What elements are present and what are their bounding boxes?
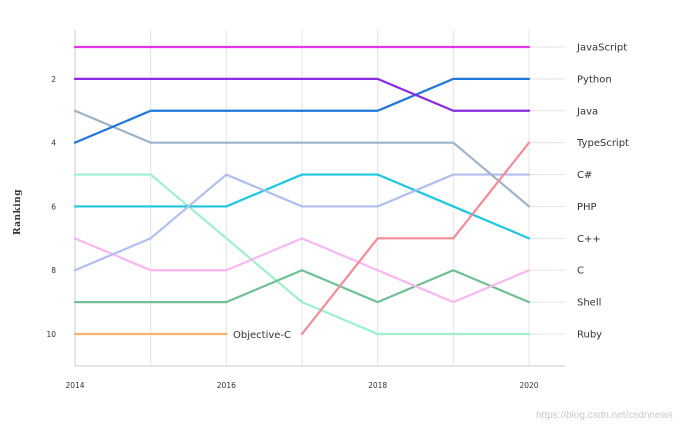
x-tick-label: 2018 [368,381,387,390]
y-tick-label: 10 [46,330,56,339]
right-label: Shell [577,298,601,309]
y-tick-label: 4 [51,139,56,148]
axes [74,30,565,367]
watermark: https://blog.csdn.net/csdnnews [536,410,673,421]
y-tick-label: 2 [51,75,56,84]
right-label: TypeScript [576,138,629,149]
x-tick-label: 2016 [217,381,236,390]
series-line-c- [73,173,531,240]
right-label: Ruby [577,330,602,341]
right-label: C [577,266,584,277]
right-label: Python [577,74,612,85]
objective-c-annotation: Objective-C [233,330,291,341]
grid [74,30,565,366]
series-line-typescript [300,141,531,336]
series-line-java [73,77,531,144]
right-label: JavaScript [576,43,627,54]
right-label: PHP [577,202,597,213]
series-line-ruby [73,173,531,336]
series-line-php [73,173,531,272]
y-axis-label: Ranking [13,189,23,235]
y-tick-label: 6 [51,202,56,211]
series [73,45,531,336]
x-tick-label: 2020 [519,381,538,390]
y-tick-label: 8 [51,266,56,275]
y-ticks: 2 4 6 8 10 [46,75,56,339]
right-labels: JavaScript Python Java TypeScript C# PHP C++ C S… [576,43,629,341]
right-label: Java [576,106,598,117]
series-line-c [73,237,531,304]
x-tick-label: 2014 [65,381,84,390]
x-ticks: 2014 2016 2018 2020 [65,381,538,390]
right-label: C++ [577,234,601,245]
series-line-c- [73,109,531,208]
series-line-shell [73,269,531,304]
right-label: C# [577,170,592,181]
series-line-python [73,77,531,112]
